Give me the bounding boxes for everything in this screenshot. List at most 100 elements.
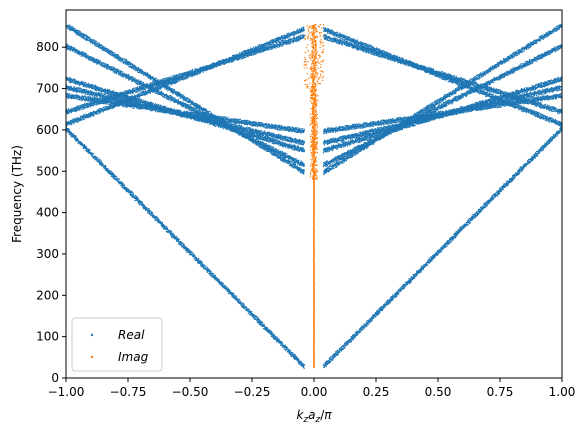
- data-point: [300, 364, 301, 365]
- data-point: [488, 203, 489, 204]
- data-point: [67, 25, 68, 26]
- data-point: [557, 135, 558, 136]
- data-point: [131, 63, 132, 64]
- data-point: [150, 213, 151, 214]
- data-point: [485, 207, 486, 208]
- data-point: [462, 228, 463, 229]
- data-point: [429, 257, 430, 258]
- data-point: [421, 266, 422, 267]
- data-point: [166, 89, 167, 90]
- data-point: [186, 251, 187, 252]
- data-point: [353, 154, 354, 155]
- data-point: [289, 164, 290, 165]
- data-point: [282, 159, 283, 160]
- data-point: [135, 195, 136, 196]
- data-point: [264, 149, 265, 150]
- data-point: [264, 329, 265, 330]
- data-point: [184, 98, 185, 99]
- data-point: [241, 305, 242, 306]
- data-point: [287, 162, 288, 163]
- data-point: [388, 302, 389, 303]
- data-point: [506, 185, 507, 186]
- data-point: [427, 264, 428, 265]
- data-point: [207, 267, 208, 268]
- data-point: [81, 37, 82, 38]
- data-point: [292, 163, 293, 164]
- data-point: [71, 136, 72, 137]
- data-point: [291, 166, 292, 167]
- data-point: [368, 146, 369, 147]
- data-point: [182, 94, 183, 95]
- data-point: [348, 341, 349, 342]
- data-point: [128, 66, 129, 67]
- data-point: [356, 154, 357, 155]
- data-point: [539, 152, 540, 153]
- data-point: [185, 100, 186, 101]
- data-point: [156, 78, 157, 79]
- data-point: [374, 314, 375, 315]
- data-point: [130, 66, 131, 67]
- data-point: [342, 162, 343, 163]
- data-point: [451, 241, 452, 242]
- data-point: [339, 352, 340, 353]
- data-point: [170, 233, 171, 234]
- data-point: [293, 357, 294, 358]
- data-point: [252, 141, 253, 142]
- data-point: [154, 219, 155, 220]
- data-point: [145, 209, 146, 210]
- data-point: [373, 318, 374, 319]
- data-point: [180, 98, 181, 99]
- data-point: [139, 71, 140, 72]
- data-point: [392, 298, 393, 299]
- data-point: [134, 200, 135, 201]
- data-point: [74, 138, 75, 139]
- data-point: [491, 199, 492, 200]
- data-point: [541, 148, 542, 149]
- data-point: [479, 211, 480, 212]
- data-point: [340, 161, 341, 162]
- data-point: [496, 196, 497, 197]
- data-point: [527, 163, 528, 164]
- data-point: [398, 293, 399, 294]
- data-point: [395, 296, 396, 297]
- data-point: [75, 140, 76, 141]
- data-point: [96, 160, 97, 161]
- data-point: [487, 203, 488, 204]
- data-point: [354, 155, 355, 156]
- data-point: [98, 42, 99, 43]
- data-point: [346, 160, 347, 161]
- data-point: [183, 248, 184, 249]
- data-point: [371, 321, 372, 322]
- data-point: [94, 159, 95, 160]
- data-point: [326, 363, 327, 364]
- data-point: [166, 226, 167, 227]
- data-point: [431, 256, 432, 257]
- data-point: [180, 241, 181, 242]
- data-point: [341, 350, 342, 351]
- data-point: [271, 336, 272, 337]
- data-point: [467, 220, 468, 221]
- data-point: [330, 361, 331, 362]
- data-point: [208, 273, 209, 274]
- data-point: [467, 224, 468, 225]
- data-point: [493, 198, 494, 199]
- data-point: [439, 249, 440, 250]
- data-point: [357, 153, 358, 154]
- data-point: [99, 159, 100, 160]
- data-point: [337, 165, 338, 166]
- data-point: [111, 172, 112, 173]
- data-point: [122, 186, 123, 187]
- data-point: [103, 167, 104, 168]
- data-point: [90, 42, 91, 43]
- data-point: [156, 217, 157, 218]
- data-point: [284, 348, 285, 349]
- data-point: [243, 307, 244, 308]
- data-point: [113, 52, 114, 53]
- data-point: [363, 328, 364, 329]
- data-point: [147, 212, 148, 213]
- data-point: [543, 149, 544, 150]
- data-point: [331, 168, 332, 169]
- data-point: [121, 61, 122, 62]
- data-point: [134, 69, 135, 70]
- data-point: [285, 162, 286, 163]
